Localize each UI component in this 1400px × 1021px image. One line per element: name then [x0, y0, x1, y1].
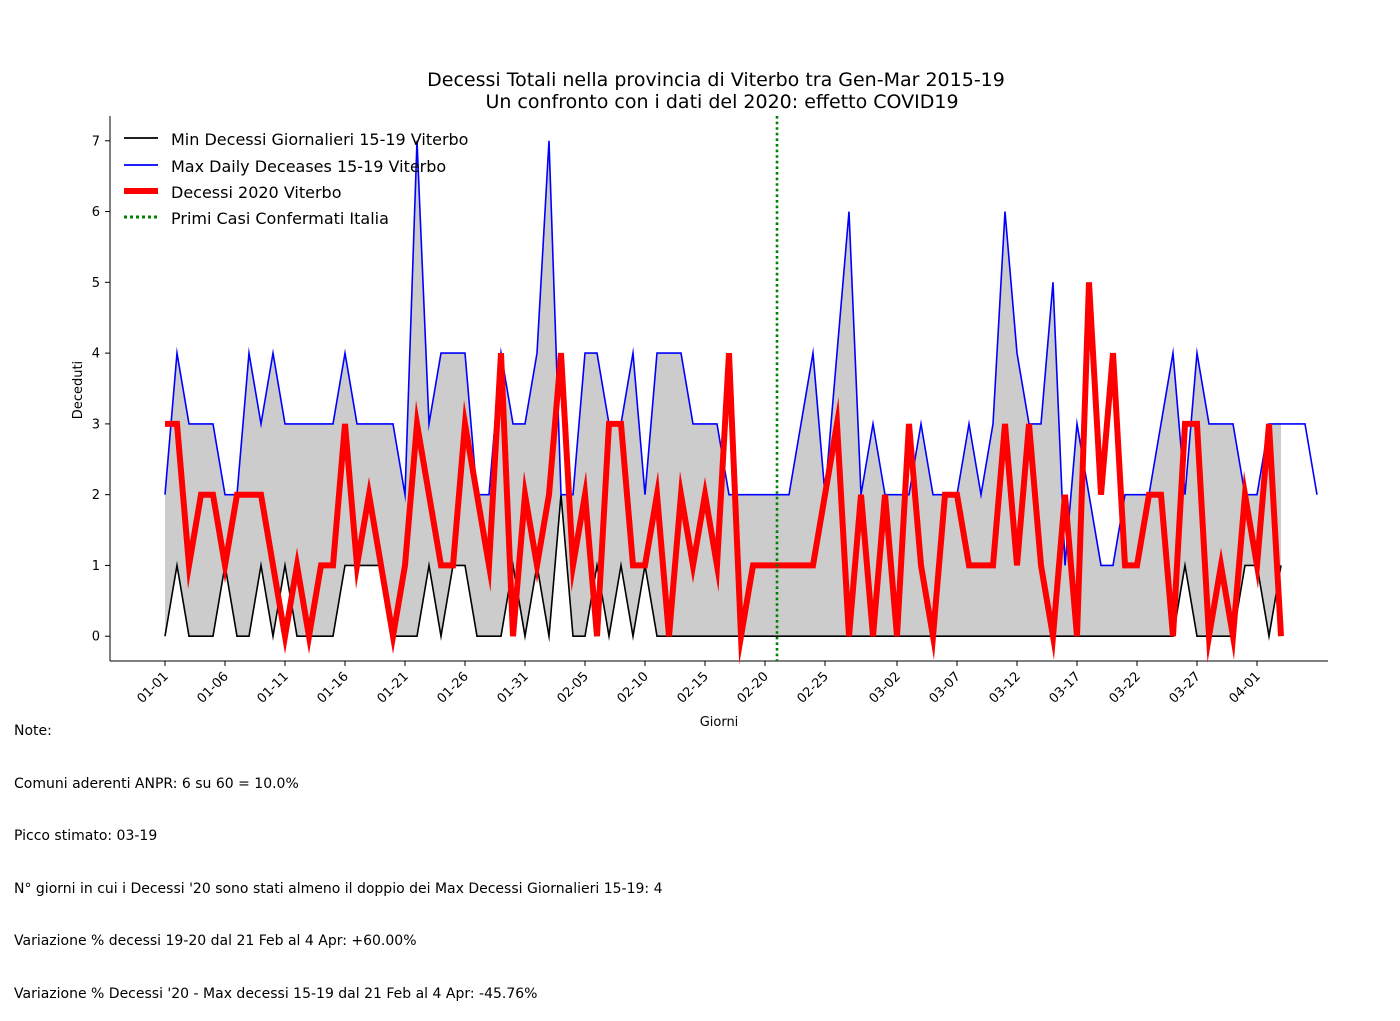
notes-line-4: Variazione % decessi 19-20 dal 21 Feb al…: [14, 933, 417, 949]
y-axis-label: Deceduti: [71, 361, 86, 419]
series-line-min: [164, 494, 1282, 643]
x-tick-label: 02-20: [735, 669, 772, 706]
chart-subtitle: Un confronto con i dati del 2020: effett…: [485, 91, 958, 113]
chart-title: Decessi Totali nella provincia di Viterb…: [427, 69, 1005, 91]
x-tick-label: 02-25: [795, 669, 832, 706]
notes-heading: Note:: [14, 723, 52, 739]
legend-label-min: Min Decessi Giornalieri 15-19 Viterbo: [171, 130, 468, 149]
y-tick-label: 6: [92, 205, 100, 220]
y-tick-label: 5: [92, 276, 100, 291]
x-tick-label: 03-02: [867, 669, 904, 706]
notes-line-3: N° giorni in cui i Decessi '20 sono stat…: [14, 880, 663, 897]
y-tick-label: 0: [92, 630, 100, 645]
notes-line-5: Variazione % Decessi '20 - Max decessi 1…: [14, 985, 538, 1002]
y-tick-label: 3: [92, 417, 100, 432]
legend-label-2020: Decessi 2020 Viterbo: [171, 183, 342, 202]
x-tick-label: 03-22: [1107, 669, 1144, 706]
y-tick-label: 2: [92, 488, 100, 503]
x-tick-label: 03-27: [1167, 669, 1204, 706]
x-tick-label: 04-01: [1227, 669, 1264, 706]
legend-label-first-cases: Primi Casi Confermati Italia: [171, 209, 389, 228]
y-tick-label: 4: [92, 347, 100, 362]
x-axis-label: Giorni: [700, 715, 739, 730]
legend-label-max: Max Daily Deceases 15-19 Viterbo: [171, 157, 446, 176]
legend: Min Decessi Giornalieri 15-19 Viterbo Ma…: [124, 130, 468, 228]
series-line-2020: [165, 282, 1284, 665]
x-tick-label: 02-15: [675, 669, 712, 706]
y-tick-label: 1: [92, 559, 100, 574]
y-tick-label: 7: [92, 134, 100, 149]
x-tick-label: 03-12: [987, 669, 1024, 706]
notes-block: Note: Comuni aderenti ANPR: 6 su 60 = 10…: [14, 688, 662, 1021]
notes-line-1: Comuni aderenti ANPR: 6 su 60 = 10.0%: [14, 775, 299, 792]
x-tick-label: 03-17: [1047, 669, 1084, 706]
min-max-band: [165, 140, 1281, 637]
series-line-max: [164, 140, 1318, 567]
x-tick-label: 03-07: [927, 669, 964, 706]
notes-line-2: Picco stimato: 03-19: [14, 828, 158, 844]
